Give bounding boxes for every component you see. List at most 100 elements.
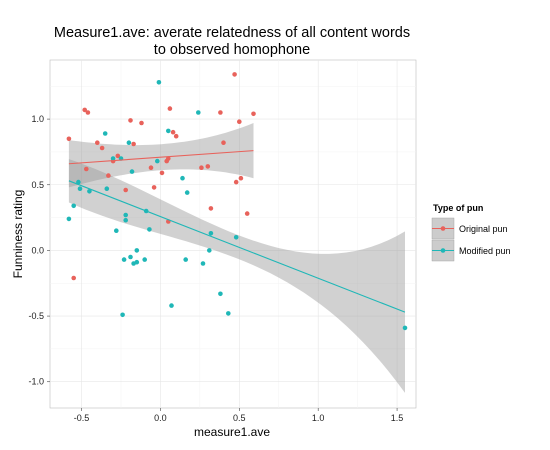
data-points <box>66 72 408 331</box>
data-point-modified <box>218 291 223 297</box>
grid-minor <box>50 60 416 408</box>
data-point-original <box>131 141 136 147</box>
confidence-ribbon-0 <box>68 123 254 188</box>
legend-item-modified: Modified pun <box>431 239 511 262</box>
data-point-original <box>166 156 171 161</box>
data-point-original <box>221 140 226 145</box>
data-point-original <box>244 211 250 216</box>
data-point-original <box>167 106 173 111</box>
data-point-modified <box>183 257 188 262</box>
data-point-modified <box>180 175 185 181</box>
data-point-original <box>208 206 214 211</box>
data-point-modified <box>104 186 110 191</box>
x-tick-label: 0.0 <box>154 413 167 423</box>
data-point-modified <box>77 186 83 191</box>
y-tick-label: -0.5 <box>28 311 44 321</box>
chart-title-line-1: Measure1.ave: averate relatedness of all… <box>54 25 410 41</box>
data-point-original <box>85 110 91 115</box>
data-point-modified <box>102 131 108 136</box>
data-point-modified <box>156 80 162 85</box>
data-point-original <box>106 173 111 178</box>
data-point-modified <box>114 228 119 233</box>
data-point-original <box>151 185 157 190</box>
data-point-original <box>232 72 237 77</box>
x-tick-label: -0.5 <box>74 413 90 423</box>
x-axis-ticks: -0.5 0.0 0.5 1.0 1.5 <box>74 408 404 423</box>
data-point-original <box>84 166 89 172</box>
data-point-original <box>139 120 144 126</box>
data-point-modified <box>233 235 239 240</box>
legend-point-modified <box>440 248 446 253</box>
data-point-original <box>205 164 211 169</box>
data-point-modified <box>123 217 128 223</box>
data-point-original <box>173 133 179 139</box>
data-point-modified <box>128 254 133 260</box>
data-point-original <box>251 111 256 117</box>
data-point-original <box>218 110 223 115</box>
legend-point-original <box>440 226 446 231</box>
confidence-ribbon-1 <box>68 159 406 393</box>
y-tick-label: 1.0 <box>31 114 44 124</box>
data-point-modified <box>87 189 92 194</box>
data-point-original <box>123 187 128 193</box>
data-point-modified <box>166 128 171 134</box>
data-point-original <box>95 140 100 145</box>
data-point-original <box>159 170 165 176</box>
data-point-original <box>82 107 87 113</box>
data-point-modified <box>71 203 76 209</box>
legend-item-original: Original pun <box>431 217 508 240</box>
data-point-modified <box>207 248 212 253</box>
data-point-modified <box>402 325 408 331</box>
data-point-original <box>148 165 154 170</box>
data-point-original <box>237 119 242 124</box>
legend-label-original: Original pun <box>459 224 508 234</box>
x-tick-label: 0.5 <box>233 413 246 423</box>
data-point-modified <box>134 259 140 265</box>
data-point-modified <box>120 312 125 318</box>
data-point-modified <box>121 257 127 262</box>
x-tick-label: 1.0 <box>312 413 325 423</box>
data-point-original <box>115 153 121 159</box>
fit-line-0 <box>68 150 254 165</box>
data-point-modified <box>66 216 72 222</box>
data-point-modified <box>200 261 206 266</box>
confidence-ribbons <box>68 123 406 393</box>
data-point-modified <box>142 257 147 262</box>
data-point-original <box>71 275 76 281</box>
fit-line-1 <box>68 180 406 313</box>
data-point-modified <box>126 140 132 145</box>
data-point-modified <box>110 156 116 161</box>
y-tick-label: 0.0 <box>31 245 44 255</box>
x-tick-label: 1.5 <box>391 413 404 423</box>
data-point-modified <box>196 110 201 115</box>
legend-label-modified: Modified pun <box>459 246 511 256</box>
data-point-modified <box>226 311 231 316</box>
legend: Type of pun Original pun Modified pun <box>431 203 511 262</box>
data-point-modified <box>129 169 135 174</box>
data-point-original <box>170 129 176 135</box>
data-point-modified <box>123 212 128 218</box>
y-tick-label: 0.5 <box>31 180 44 190</box>
legend-title: Type of pun <box>433 203 483 213</box>
data-point-original <box>128 118 133 123</box>
y-axis-title: Funniness rating <box>11 190 25 279</box>
chart-title-line-2: to observed homophone <box>154 42 310 58</box>
data-point-modified <box>76 179 81 185</box>
plot-panel <box>49 59 417 409</box>
data-point-original <box>99 145 105 151</box>
data-point-modified <box>169 303 174 308</box>
data-point-modified <box>147 227 152 232</box>
data-point-original <box>66 136 72 142</box>
data-point-modified <box>208 231 214 236</box>
fit-lines <box>68 150 406 313</box>
data-point-original <box>199 165 204 170</box>
y-axis-ticks: -1.0 -0.5 0.0 0.5 1.0 <box>28 114 50 387</box>
y-tick-label: -1.0 <box>28 377 44 387</box>
x-axis-title: measure1.ave <box>194 425 270 439</box>
data-point-original <box>238 175 244 181</box>
data-point-modified <box>134 248 140 253</box>
data-point-modified <box>184 190 190 195</box>
data-point-modified <box>155 158 160 164</box>
grid-major <box>50 60 416 408</box>
